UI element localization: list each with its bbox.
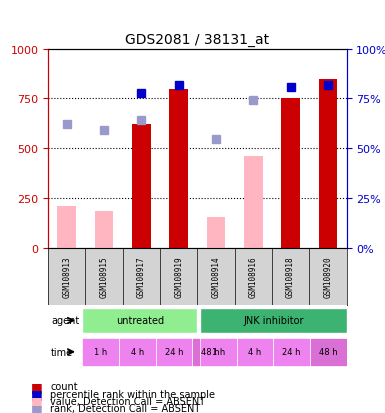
FancyBboxPatch shape	[82, 338, 119, 366]
Text: ■: ■	[31, 380, 43, 393]
FancyBboxPatch shape	[237, 338, 273, 366]
FancyBboxPatch shape	[192, 338, 229, 366]
Bar	[57, 206, 76, 248]
Title: GDS2081 / 38131_at: GDS2081 / 38131_at	[125, 33, 270, 47]
Text: agent: agent	[51, 316, 79, 326]
Text: GSM108918: GSM108918	[286, 256, 295, 297]
Text: ■: ■	[31, 394, 43, 408]
Bar	[281, 99, 300, 248]
FancyBboxPatch shape	[273, 338, 310, 366]
Bar	[132, 125, 151, 248]
FancyBboxPatch shape	[200, 338, 237, 366]
Text: rank, Detection Call = ABSENT: rank, Detection Call = ABSENT	[50, 404, 200, 413]
Text: percentile rank within the sample: percentile rank within the sample	[50, 389, 215, 399]
Text: 48 h: 48 h	[201, 347, 220, 356]
Text: 48 h: 48 h	[319, 347, 338, 356]
Text: GSM108913: GSM108913	[62, 256, 71, 297]
Bar	[169, 89, 188, 248]
Text: GSM108919: GSM108919	[174, 256, 183, 297]
Text: value, Detection Call = ABSENT: value, Detection Call = ABSENT	[50, 396, 205, 406]
Bar	[207, 218, 225, 248]
Text: GSM108914: GSM108914	[211, 256, 221, 297]
FancyBboxPatch shape	[156, 338, 192, 366]
FancyBboxPatch shape	[200, 308, 346, 333]
FancyBboxPatch shape	[119, 338, 156, 366]
FancyBboxPatch shape	[310, 338, 346, 366]
Text: 1 h: 1 h	[212, 347, 225, 356]
Text: 24 h: 24 h	[164, 347, 183, 356]
Text: GSM108915: GSM108915	[100, 256, 109, 297]
Text: 24 h: 24 h	[283, 347, 301, 356]
Bar	[244, 157, 263, 248]
Text: GSM108916: GSM108916	[249, 256, 258, 297]
Text: GSM108920: GSM108920	[323, 256, 332, 297]
Text: count: count	[50, 381, 78, 391]
Text: 1 h: 1 h	[94, 347, 107, 356]
Text: time: time	[51, 347, 73, 357]
Text: 4 h: 4 h	[131, 347, 144, 356]
Text: untreated: untreated	[116, 316, 164, 326]
Text: ■: ■	[31, 387, 43, 400]
Text: ■: ■	[31, 402, 43, 413]
Text: JNK inhibitor: JNK inhibitor	[243, 316, 304, 326]
Text: GSM108917: GSM108917	[137, 256, 146, 297]
Bar	[318, 79, 337, 248]
Bar	[95, 211, 114, 248]
FancyBboxPatch shape	[82, 308, 197, 333]
Text: 4 h: 4 h	[248, 347, 262, 356]
